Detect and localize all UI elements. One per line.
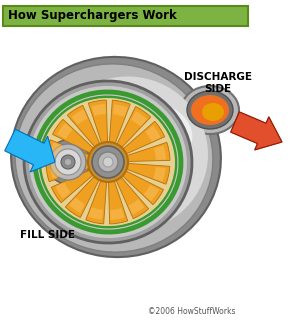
Circle shape	[92, 146, 124, 178]
Ellipse shape	[64, 158, 72, 166]
Wedge shape	[88, 207, 103, 220]
Ellipse shape	[114, 101, 192, 163]
Wedge shape	[50, 164, 62, 179]
Ellipse shape	[181, 86, 239, 134]
Wedge shape	[86, 179, 107, 224]
Wedge shape	[145, 125, 161, 142]
Text: ©2006 HowStuffWorks: ©2006 HowStuffWorks	[148, 307, 235, 316]
Ellipse shape	[24, 81, 192, 243]
Wedge shape	[122, 121, 165, 155]
Wedge shape	[57, 123, 72, 139]
Ellipse shape	[61, 155, 75, 169]
Wedge shape	[67, 105, 101, 148]
Wedge shape	[131, 111, 147, 127]
Circle shape	[88, 142, 128, 182]
Wedge shape	[153, 167, 166, 182]
Wedge shape	[116, 107, 151, 149]
Ellipse shape	[48, 77, 208, 232]
Wedge shape	[108, 179, 128, 224]
Wedge shape	[113, 104, 128, 117]
Polygon shape	[231, 112, 282, 150]
Ellipse shape	[187, 91, 233, 129]
Wedge shape	[128, 199, 144, 214]
Wedge shape	[69, 197, 85, 213]
Ellipse shape	[11, 57, 221, 257]
Text: How Superchargers Work: How Superchargers Work	[8, 10, 177, 22]
Wedge shape	[46, 140, 91, 161]
Circle shape	[103, 157, 113, 167]
Polygon shape	[5, 129, 55, 172]
Wedge shape	[51, 169, 95, 203]
Text: FILL SIDE: FILL SIDE	[20, 230, 75, 240]
Wedge shape	[88, 100, 108, 145]
Wedge shape	[65, 175, 100, 217]
Wedge shape	[50, 142, 63, 157]
Wedge shape	[143, 185, 159, 201]
Ellipse shape	[46, 140, 90, 184]
Wedge shape	[92, 104, 106, 116]
Wedge shape	[110, 208, 124, 220]
Wedge shape	[121, 170, 164, 205]
Ellipse shape	[202, 103, 224, 121]
Wedge shape	[72, 110, 88, 125]
Ellipse shape	[29, 86, 187, 238]
Ellipse shape	[41, 98, 175, 226]
Wedge shape	[154, 146, 166, 160]
Wedge shape	[125, 142, 170, 161]
Ellipse shape	[42, 136, 94, 188]
Ellipse shape	[15, 64, 213, 252]
Wedge shape	[52, 119, 95, 154]
Wedge shape	[109, 100, 130, 145]
Wedge shape	[55, 182, 71, 199]
Wedge shape	[115, 176, 149, 219]
FancyBboxPatch shape	[3, 6, 248, 26]
Circle shape	[98, 152, 118, 172]
Polygon shape	[231, 112, 282, 150]
Text: DISCHARGE
SIDE: DISCHARGE SIDE	[184, 72, 252, 94]
Wedge shape	[46, 162, 91, 182]
Ellipse shape	[191, 95, 229, 125]
Wedge shape	[125, 163, 170, 184]
Ellipse shape	[50, 144, 86, 180]
Ellipse shape	[55, 149, 81, 175]
